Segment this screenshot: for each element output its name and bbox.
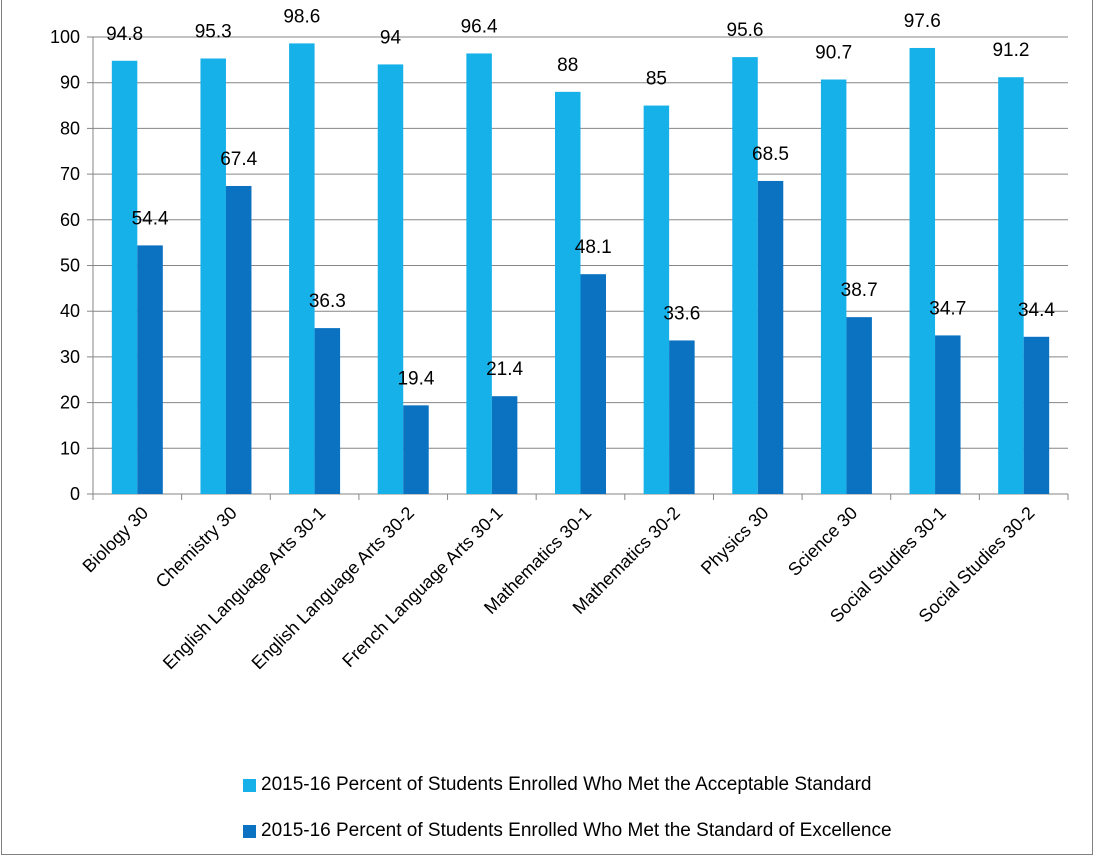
bar-excellence	[846, 317, 872, 494]
y-tick-label: 80	[60, 118, 80, 138]
x-category-label: Science 30	[784, 503, 861, 580]
y-tick-label: 70	[60, 164, 80, 184]
bar-excellence	[1023, 336, 1050, 494]
legend-item-acceptable: 2015-16 Percent of Students Enrolled Who…	[243, 774, 872, 796]
axes: 0 10 20 30 40 50 60 70 80 90 100	[50, 27, 1069, 504]
bar-acceptable	[909, 47, 936, 495]
y-tick-label: 30	[60, 347, 80, 367]
bar-excellence	[137, 245, 163, 494]
y-tick-label: 60	[60, 210, 80, 230]
data-label-excellence: 38.7	[841, 280, 878, 301]
data-label-excellence: 36.3	[309, 291, 346, 312]
bar-acceptable	[200, 58, 226, 494]
x-category-label: English Language Arts 30-1	[159, 503, 330, 674]
bar-acceptable	[289, 43, 315, 494]
y-tick-label: 0	[70, 484, 80, 504]
bar-acceptable	[998, 77, 1024, 494]
data-label-excellence: 68.5	[752, 144, 789, 165]
legend-label-excellence: 2015-16 Percent of Students Enrolled Who…	[261, 820, 892, 841]
bar-chart: 0 10 20 30 40 50 60 70 80 90 100 94.8 95.3 98.6 94 96.…	[50, 6, 1069, 674]
y-tick-label: 40	[60, 301, 80, 321]
legend-swatch-acceptable	[243, 778, 256, 792]
bar-excellence	[225, 185, 252, 494]
data-label-acceptable: 85	[646, 69, 667, 90]
data-label-excellence: 54.4	[132, 208, 169, 229]
bar-excellence	[757, 180, 784, 494]
data-label-acceptable: 96.4	[461, 16, 498, 37]
bar-excellence	[403, 405, 429, 494]
data-labels: 94.8 95.3 98.6 94 96.4 88 85 95.6 90.7 97.6 91.2 54…	[106, 6, 1055, 389]
bar-acceptable	[820, 79, 847, 494]
data-label-acceptable: 95.3	[195, 21, 232, 42]
y-tick-label: 100	[50, 27, 80, 47]
data-label-acceptable: 97.6	[904, 11, 941, 32]
data-label-excellence: 34.4	[1018, 300, 1055, 321]
bar-excellence	[314, 328, 341, 494]
y-tick-label: 20	[60, 393, 80, 413]
bar-excellence	[580, 274, 606, 494]
bar-excellence	[491, 396, 518, 494]
data-label-acceptable: 95.6	[727, 20, 764, 41]
bar-acceptable	[111, 60, 138, 494]
legend-swatch-excellence	[243, 824, 256, 838]
data-label-acceptable: 98.6	[283, 6, 320, 27]
y-tick-label: 50	[60, 256, 80, 276]
bar-acceptable	[377, 64, 404, 495]
data-label-acceptable: 94	[380, 27, 402, 48]
y-tick-label: 10	[60, 438, 80, 458]
bar-excellence	[669, 340, 695, 494]
data-label-acceptable: 91.2	[992, 40, 1029, 61]
data-label-acceptable: 90.7	[815, 43, 852, 64]
data-label-excellence: 33.6	[663, 303, 700, 324]
x-category-label: English Language Arts 30-2	[248, 503, 419, 674]
bar-acceptable	[555, 91, 581, 494]
bar-excellence	[935, 335, 961, 494]
x-category-label: Biology 30	[79, 503, 153, 577]
data-label-excellence: 19.4	[397, 368, 434, 389]
bar-acceptable	[643, 105, 670, 495]
legend-label-acceptable: 2015-16 Percent of Students Enrolled Who…	[261, 774, 872, 795]
data-label-excellence: 34.7	[929, 298, 966, 319]
bar-acceptable	[732, 57, 758, 494]
bar-acceptable	[466, 53, 492, 495]
data-label-acceptable: 88	[557, 55, 578, 76]
data-label-excellence: 67.4	[220, 149, 257, 170]
data-label-acceptable: 94.8	[106, 24, 143, 45]
data-label-excellence: 21.4	[486, 359, 523, 380]
y-tick-label: 90	[60, 73, 80, 93]
bars	[111, 43, 1050, 495]
legend-item-excellence: 2015-16 Percent of Students Enrolled Who…	[243, 820, 892, 842]
x-category-label: Chemistry 30	[152, 503, 241, 592]
x-category-label: French Language Arts 30-1	[338, 503, 506, 671]
data-label-excellence: 48.1	[575, 237, 612, 258]
x-category-label: Physics 30	[697, 503, 773, 579]
